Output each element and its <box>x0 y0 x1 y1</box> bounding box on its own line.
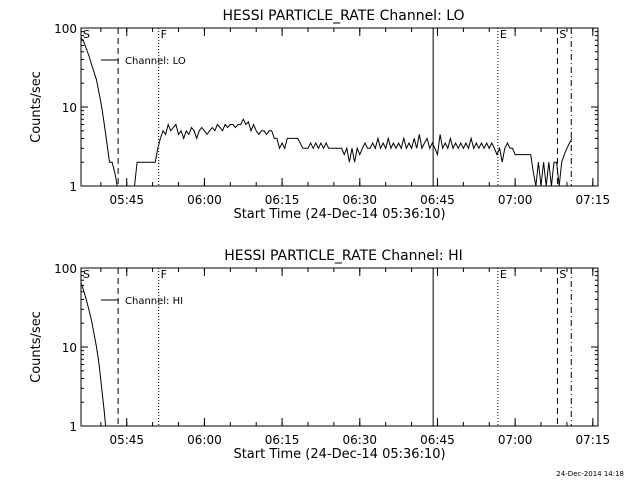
x-tick-label: 06:45 <box>420 433 455 447</box>
event-marker-label: F <box>161 28 167 41</box>
y-axis-label: Counts/sec <box>29 311 44 383</box>
x-tick-label: 07:00 <box>498 433 533 447</box>
x-tick-label: 06:00 <box>187 433 222 447</box>
x-tick-label: 06:15 <box>265 433 300 447</box>
y-tick-label: 1 <box>69 420 77 434</box>
y-tick-label: 1 <box>69 180 77 194</box>
event-marker-label: E <box>500 268 507 281</box>
x-tick-label: 06:45 <box>420 193 455 207</box>
y-tick-label: 100 <box>54 22 77 36</box>
series-line <box>81 282 107 426</box>
y-tick-label: 10 <box>62 101 77 115</box>
chart-panel-hi: HESSI PARTICLE_RATE Channel: HI 1 10 100 05:… <box>29 248 610 462</box>
x-tick-label: 06:15 <box>265 193 300 207</box>
y-tick-label: 100 <box>54 262 77 276</box>
event-marker-label: S <box>83 268 90 281</box>
x-tick-label: 07:00 <box>498 193 533 207</box>
legend-label: Channel: LO <box>125 56 186 67</box>
x-tick-label: 06:30 <box>342 433 377 447</box>
x-axis-label: Start Time (24-Dec-14 05:36:10) <box>233 447 445 462</box>
series-line <box>81 37 573 186</box>
x-tick-label: 06:30 <box>342 193 377 207</box>
footer-timestamp: 24-Dec-2014 14:18 <box>556 470 624 478</box>
x-tick-label: 06:00 <box>187 193 222 207</box>
event-marker-label: E <box>500 28 507 41</box>
event-marker-label: S <box>83 28 90 41</box>
y-axis-label: Counts/sec <box>29 71 44 143</box>
x-tick-label: 07:15 <box>576 433 611 447</box>
event-marker-label: S <box>559 268 566 281</box>
chart-title: HESSI PARTICLE_RATE Channel: LO <box>222 8 464 24</box>
event-marker-label: F <box>161 268 167 281</box>
chart-title: HESSI PARTICLE_RATE Channel: HI <box>224 248 462 264</box>
legend-label: Channel: HI <box>125 296 183 307</box>
x-tick-label: 05:45 <box>109 193 144 207</box>
event-marker-label: S <box>559 28 566 41</box>
y-tick-label: 10 <box>62 341 77 355</box>
chart-panel-lo: HESSI PARTICLE_RATE Channel: LO 1 10 100 05:… <box>29 8 610 222</box>
x-tick-label: 07:15 <box>576 193 611 207</box>
x-axis-label: Start Time (24-Dec-14 05:36:10) <box>233 207 445 222</box>
x-tick-label: 05:45 <box>109 433 144 447</box>
